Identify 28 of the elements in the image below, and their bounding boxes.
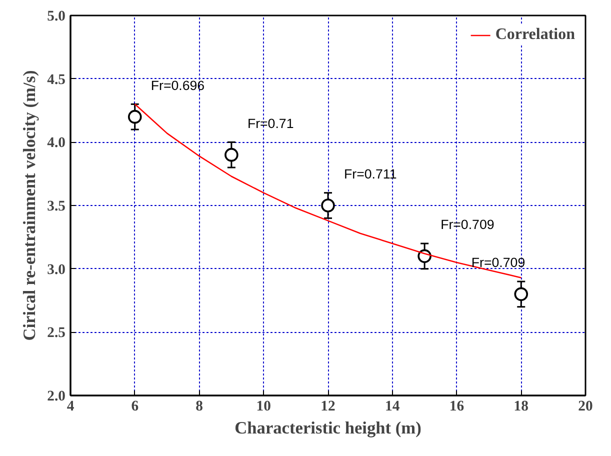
annotation: Fr=0.711 <box>344 166 397 182</box>
x-tick-label: 8 <box>196 398 203 414</box>
point <box>514 287 528 302</box>
x-axis-title: Characteristic height (m) <box>234 418 422 438</box>
y-tick-label: 4.5 <box>47 72 66 88</box>
x-tick-label: 4 <box>66 398 75 414</box>
y-tick-label: 3.0 <box>47 262 66 278</box>
x-tick-label: 14 <box>385 398 400 414</box>
x-tick-label: 6 <box>131 398 139 414</box>
y-axis-title: Cirical re-entrainment velocity (m/s) <box>20 70 40 341</box>
annotation: Fr=0.709 <box>440 217 494 232</box>
y-tick-label: 3.5 <box>47 198 66 214</box>
point <box>224 148 238 162</box>
annotation: Fr=0.696 <box>150 78 205 93</box>
x-tick-label: 18 <box>514 398 528 414</box>
y-tick-label: 4.0 <box>47 135 66 152</box>
x-tick-label: 10 <box>256 398 271 414</box>
legend-label: Correlation <box>495 26 575 44</box>
x-tick-label: 16 <box>449 398 464 414</box>
point <box>321 198 335 212</box>
x-tick-label: 20 <box>578 398 593 414</box>
y-tick-label: 2.0 <box>47 388 66 404</box>
x-tick-label: 12 <box>320 398 336 414</box>
annotation: Fr=0.709 <box>471 255 526 270</box>
y-tick-label: 2.5 <box>47 325 66 342</box>
point <box>128 110 142 124</box>
y-tick-label: 5.0 <box>47 8 66 24</box>
annotation: Fr=0.71 <box>247 116 294 131</box>
